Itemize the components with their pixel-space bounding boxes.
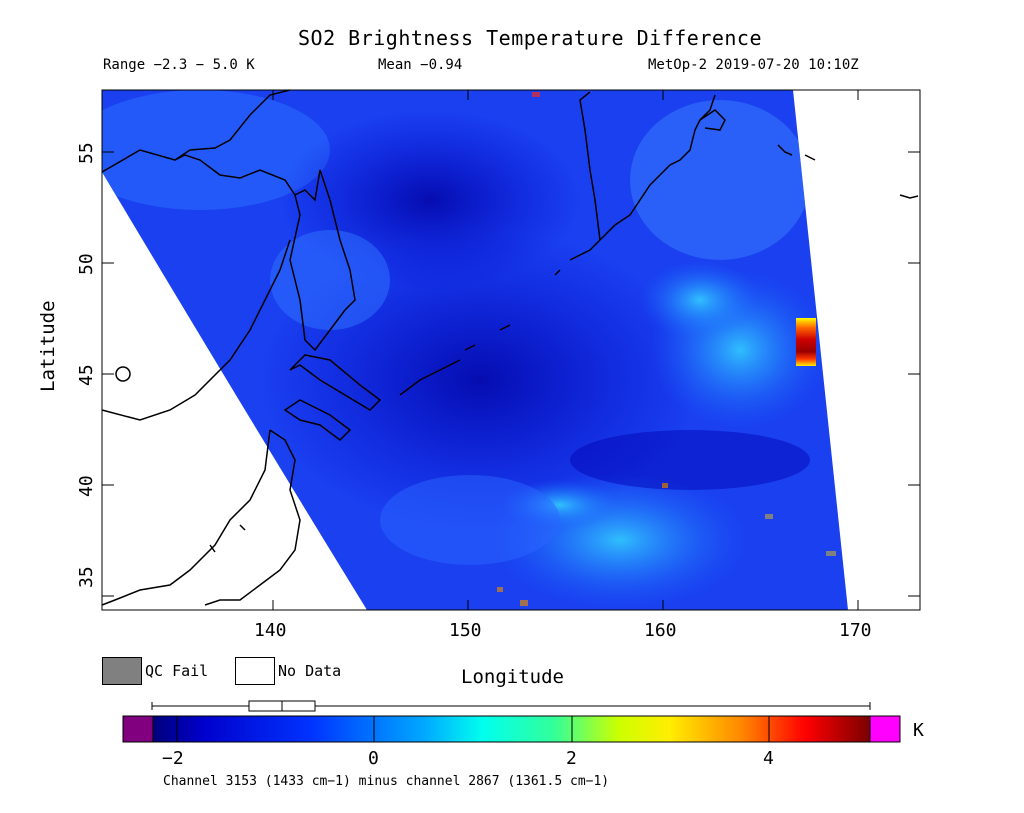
y-tick-50: 50: [76, 253, 97, 275]
colorbar-unit: K: [913, 720, 924, 741]
data-swath: [102, 90, 848, 610]
colorbar-tick-2: 2: [566, 748, 577, 769]
x-tick-160: 160: [644, 620, 677, 641]
y-tick-40: 40: [76, 475, 97, 497]
y-tick-55: 55: [76, 142, 97, 164]
colorbar-tick-neg2: −2: [162, 748, 184, 769]
mean-text: Mean −0.94: [378, 57, 463, 73]
colorbar-graphic: [122, 700, 901, 743]
no-data-label: No Data: [278, 662, 342, 680]
satellite-time-text: MetOp-2 2019-07-20 10:10Z: [648, 57, 859, 73]
plot-title: SO2 Brightness Temperature Difference: [298, 26, 763, 50]
x-tick-170: 170: [839, 620, 872, 641]
x-tick-150: 150: [449, 620, 482, 641]
y-axis-label: Latitude: [37, 300, 59, 392]
qc-fail-label: QC Fail: [145, 662, 209, 680]
no-data-swatch: [235, 657, 275, 685]
y-tick-45: 45: [76, 364, 97, 386]
channel-footnote: Channel 3153 (1433 cm−1) minus channel 2…: [163, 774, 610, 789]
y-tick-35: 35: [76, 566, 97, 588]
x-axis-label: Longitude: [461, 666, 564, 688]
x-tick-140: 140: [254, 620, 287, 641]
colorbar-tick-4: 4: [763, 748, 774, 769]
range-text: Range −2.3 − 5.0 K: [103, 57, 255, 73]
colorbar-tick-0: 0: [368, 748, 379, 769]
qc-fail-swatch: [102, 657, 142, 685]
